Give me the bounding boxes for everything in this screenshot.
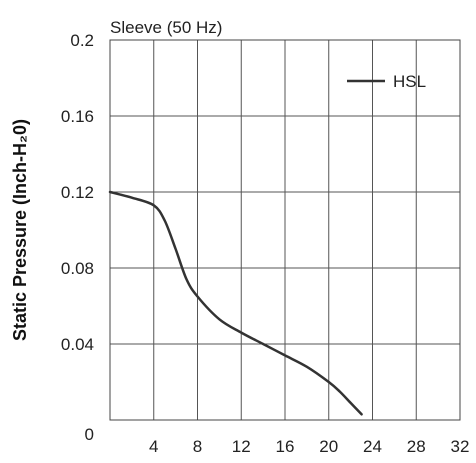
x-tick-label: 24 — [363, 437, 382, 456]
y-tick-labels: 0 0.04 0.08 0.12 0.16 0.2 — [61, 31, 94, 444]
grid — [110, 40, 460, 420]
legend: HSL — [347, 72, 426, 91]
plot-border — [109, 39, 461, 421]
y-tick-label: 0 — [85, 425, 94, 444]
y-tick-label: 0.04 — [61, 335, 94, 354]
y-tick-label: 0.16 — [61, 107, 94, 126]
y-tick-label: 0.12 — [61, 183, 94, 202]
x-tick-labels: 4 8 12 16 20 24 28 32 — [149, 437, 469, 456]
series-line-hsl — [108, 190, 363, 416]
x-tick-label: 32 — [451, 437, 470, 456]
y-tick-label: 0.08 — [61, 259, 94, 278]
y-tick-label: 0.2 — [70, 31, 94, 50]
legend-label-hsl: HSL — [393, 72, 426, 91]
x-tick-label: 8 — [193, 437, 202, 456]
series-group — [108, 190, 363, 416]
x-tick-label: 12 — [232, 437, 251, 456]
x-tick-label: 28 — [407, 437, 426, 456]
x-tick-label: 4 — [149, 437, 158, 456]
chart-title: Sleeve (50 Hz) — [110, 18, 222, 37]
y-axis-label: Static Pressure (Inch-H₂0) — [10, 119, 30, 341]
x-tick-label: 20 — [319, 437, 338, 456]
x-tick-label: 16 — [276, 437, 295, 456]
